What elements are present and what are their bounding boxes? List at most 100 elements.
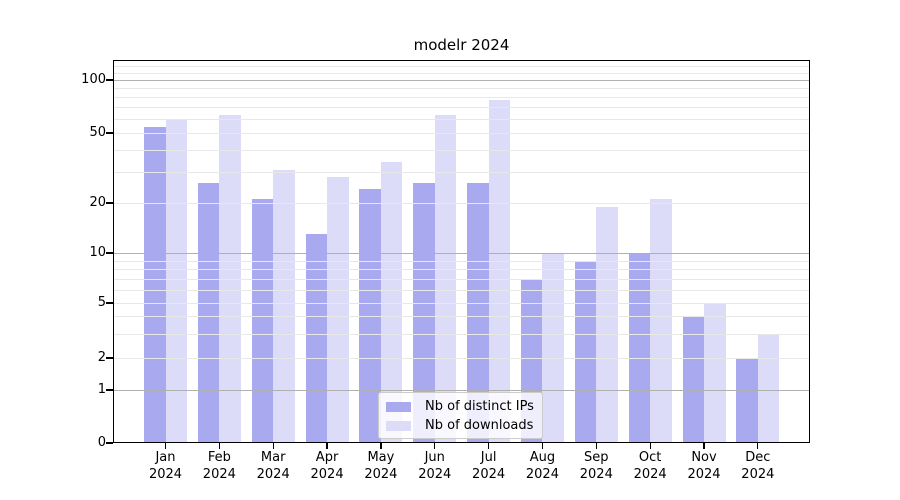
gridline-minor-80 [113,97,810,99]
gridline-major-100 [113,80,810,81]
y-tick-mark-0 [106,442,113,444]
x-tick-month: Aug [529,450,556,465]
bar-downloads-jul [488,100,511,443]
x-tick-year: 2024 [633,467,667,482]
plot-area [113,60,810,443]
y-tick-mark-2 [106,357,113,359]
x-tick-year: 2024 [364,467,398,482]
gridline-major-10 [113,253,810,254]
gridline-minor-2 [113,358,810,359]
x-tick-mark-jul [487,443,490,449]
x-tick-month: Jan [155,450,176,465]
bar-distinct-ips-apr [305,234,328,443]
bar-distinct-ips-may [359,189,381,443]
x-tick-month: Sep [584,450,609,465]
x-tick-mark-mar [272,443,274,449]
bar-distinct-ips-jun [413,182,435,443]
y-tick-label-5: 5 [97,295,106,310]
y-tick-label-1: 1 [97,382,106,397]
gridline-minor-120 [113,66,810,68]
x-tick-year: 2024 [472,467,506,482]
x-tick-mark-may [380,443,382,449]
legend-row-downloads: Nb of downloads [379,416,542,435]
bar-distinct-ips-dec [736,358,758,443]
gridline-minor-20 [113,203,810,204]
bar-distinct-ips-mar [251,199,274,443]
x-tick-label-nov: Nov 2024 [677,449,731,483]
bar-downloads-nov [704,303,726,443]
x-tick-label-jan: Jan 2024 [139,449,193,483]
gridline-minor-70 [113,107,810,109]
bar-distinct-ips-jul [467,182,489,443]
x-tick-mark-dec [757,443,759,449]
x-tick-month: Jul [480,450,497,465]
y-tick-mark-50 [106,132,113,134]
bar-downloads-mar [273,169,295,443]
legend-swatch-downloads [386,420,411,431]
y-tick-label-10: 10 [89,245,106,260]
y-tick-label-20: 20 [89,195,106,210]
chart-title: modelr 2024 [413,36,510,54]
bar-distinct-ips-nov [682,316,704,443]
bar-distinct-ips-oct [628,253,651,443]
legend-label: Nb of distinct IPs [425,399,534,414]
x-tick-month: Feb [207,450,231,465]
gridline-minor-7 [113,278,810,280]
x-tick-month: Dec [745,450,771,465]
y-tick-mark-10 [106,252,113,254]
x-tick-label-jul: Jul 2024 [462,449,516,483]
bar-downloads-sep [596,206,618,443]
gridline-minor-30 [113,172,810,174]
x-tick-year: 2024 [579,467,613,482]
gridline-minor-9 [113,260,810,262]
bar-distinct-ips-jan [144,127,166,443]
x-tick-mark-jan [164,443,167,449]
gridline-minor-50 [113,133,810,134]
x-tick-label-mar: Mar 2024 [246,449,300,483]
x-tick-year: 2024 [148,467,183,482]
bar-distinct-ips-sep [574,260,597,443]
x-tick-year: 2024 [418,467,452,482]
x-tick-year: 2024 [256,467,290,482]
x-tick-mark-sep [595,443,597,449]
y-tick-label-2: 2 [97,350,106,365]
x-tick-mark-feb [218,443,220,449]
bar-distinct-ips-feb [197,182,220,443]
gridline-minor-90 [113,88,810,90]
x-tick-year: 2024 [525,467,559,482]
x-tick-year: 2024 [687,467,721,482]
x-tick-month: May [367,450,395,465]
legend: Nb of distinct IPs Nb of downloads [378,392,543,439]
gridline-major-1 [113,390,810,391]
x-tick-label-sep: Sep 2024 [569,449,623,483]
x-tick-mark-aug [541,443,544,449]
legend-row-distinct-ips: Nb of distinct IPs [379,397,542,416]
x-tick-label-feb: Feb 2024 [192,449,246,483]
x-tick-label-aug: Aug 2024 [515,449,569,483]
bar-downloads-apr [327,177,349,443]
gridline-minor-3 [113,333,810,335]
x-tick-month: Jun [424,450,445,465]
bar-downloads-aug [542,253,564,443]
y-tick-label-50: 50 [89,125,106,140]
x-tick-year: 2024 [741,467,775,482]
x-tick-year: 2024 [202,467,236,482]
x-tick-label-dec: Dec 2024 [731,449,785,483]
gridline-minor-6 [113,289,810,291]
x-tick-month: Nov [691,450,717,465]
x-tick-label-oct: Oct 2024 [623,449,677,483]
y-tick-mark-5 [106,302,113,304]
gridline-minor-60 [113,119,810,121]
y-tick-mark-1 [106,389,113,391]
gridline-minor-40 [113,150,810,152]
x-tick-mark-nov [703,443,705,449]
x-tick-month: Mar [260,450,286,465]
y-tick-label-100: 100 [81,72,106,87]
bar-downloads-jan [165,119,187,443]
x-tick-label-apr: Apr 2024 [300,449,354,483]
bar-downloads-oct [650,199,672,443]
legend-swatch-distinct-ips [386,401,411,412]
bar-downloads-dec [757,333,780,443]
x-tick-mark-jun [434,443,436,449]
